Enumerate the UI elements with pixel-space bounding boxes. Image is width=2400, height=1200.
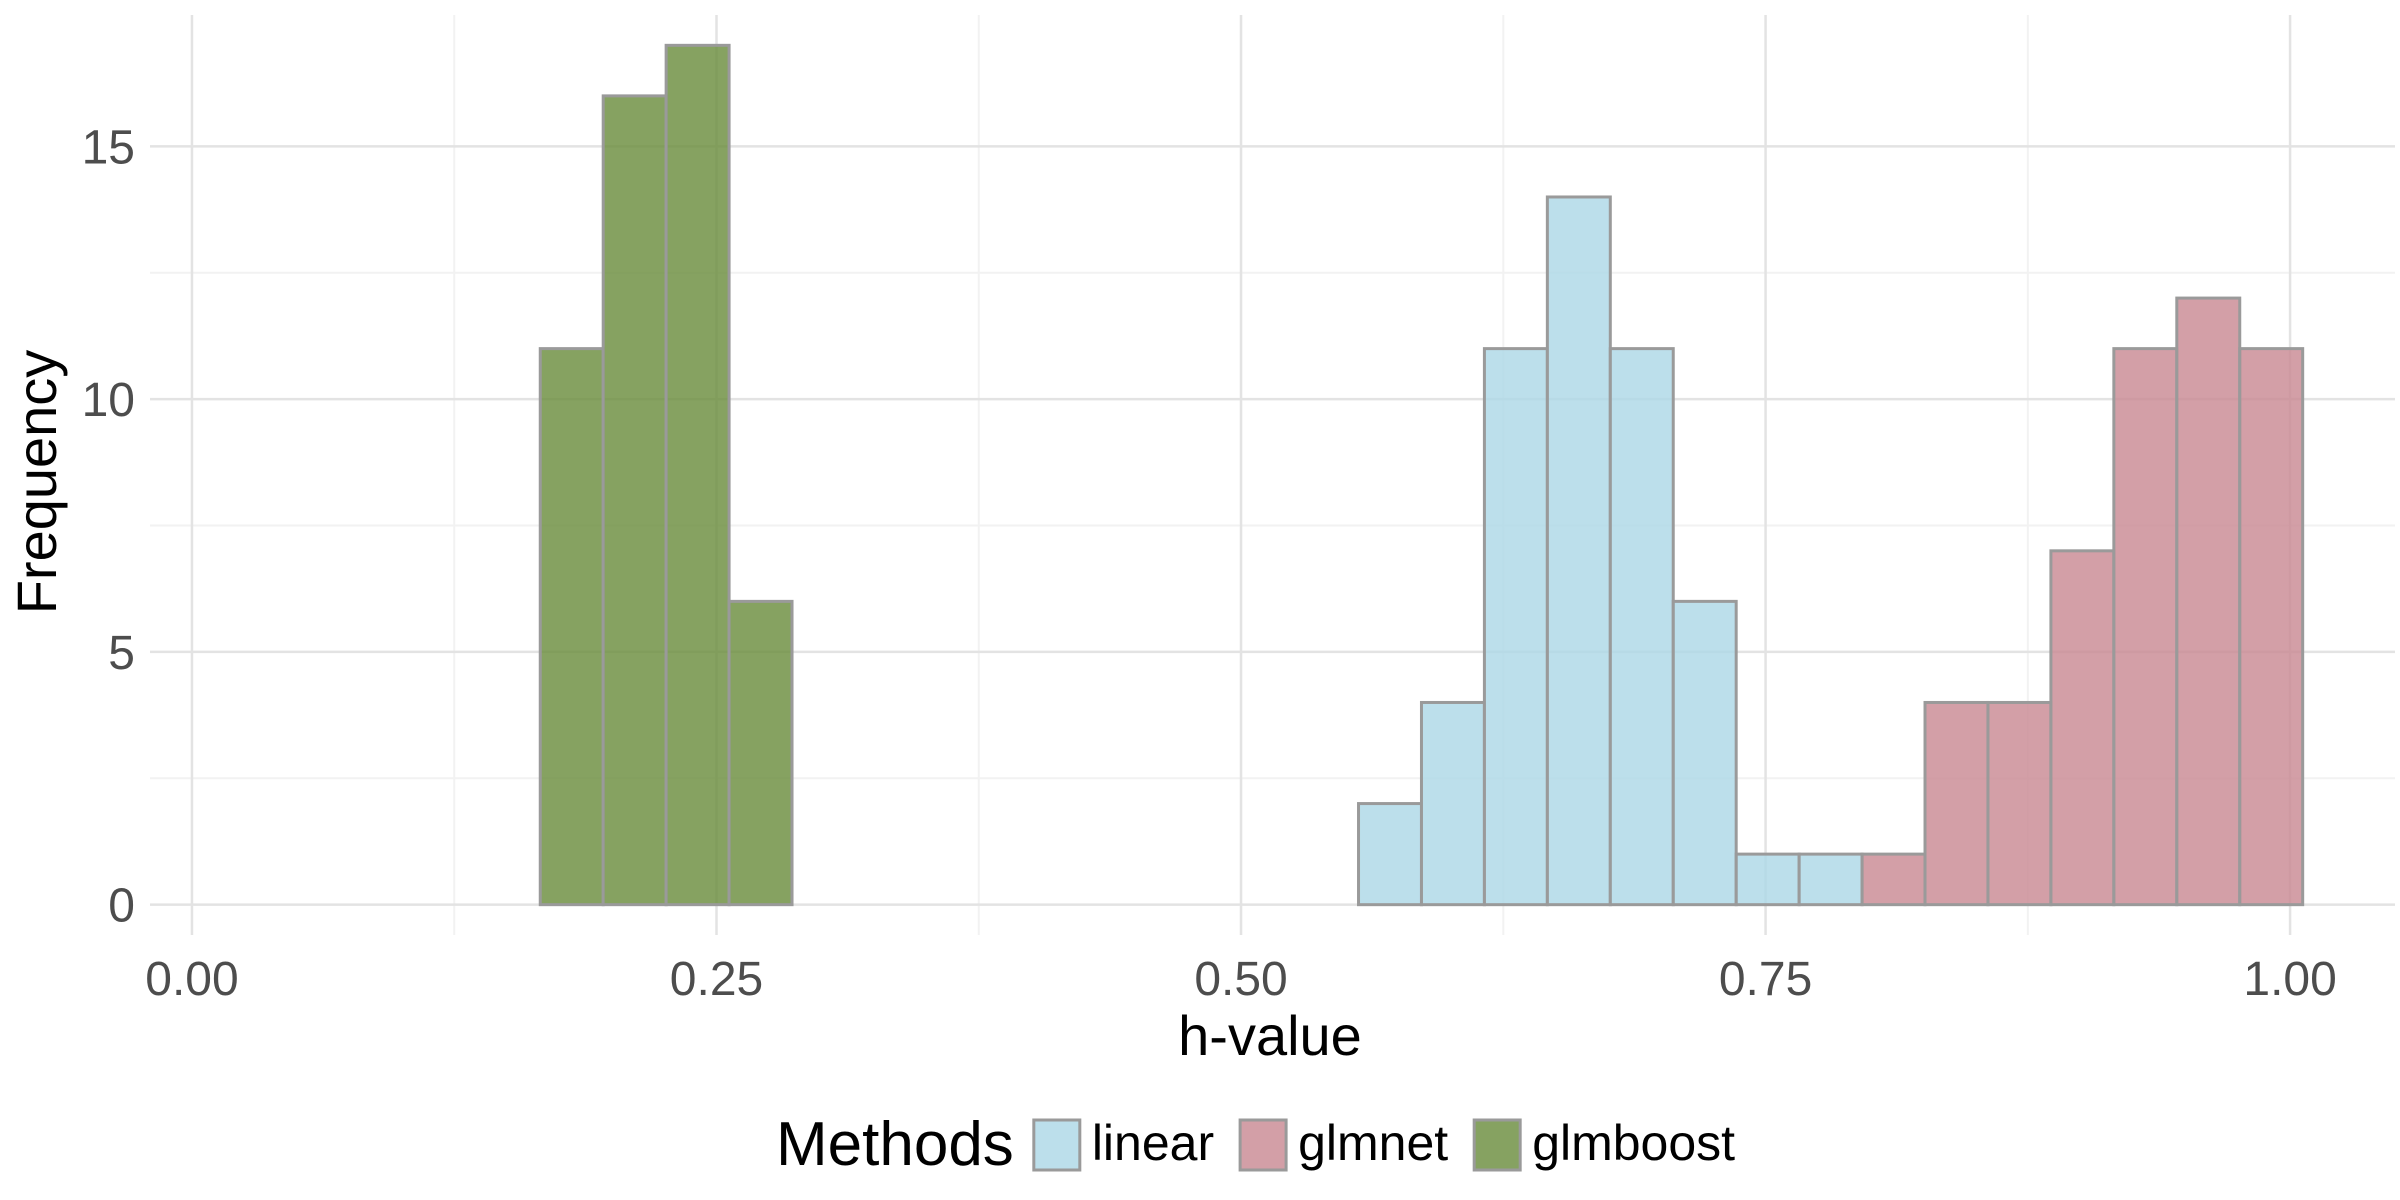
legend-key-glmnet <box>1238 1118 1288 1172</box>
bar-glmboost <box>727 599 794 907</box>
bar-glmboost <box>664 43 731 907</box>
y-tick-label: 15 <box>82 121 135 174</box>
bar-linear <box>1734 852 1801 907</box>
x-axis-title: h-value <box>1178 1004 1362 1067</box>
y-tick-label: 5 <box>108 627 135 680</box>
bar-glmnet <box>2112 347 2179 907</box>
bar-linear <box>1671 599 1738 907</box>
legend-key-linear <box>1032 1118 1082 1172</box>
x-axis-ticks: 0.00 0.25 0.50 0.75 1.00 <box>145 953 2337 1006</box>
y-tick-label: 10 <box>82 374 135 427</box>
bar-linear <box>1419 700 1486 907</box>
bar-glmboost <box>601 94 668 907</box>
x-tick-label: 0.25 <box>670 953 763 1006</box>
bar-glmnet <box>1860 852 1927 907</box>
legend-label-glmnet: glmnet <box>1298 1115 1448 1171</box>
bar-linear <box>1545 195 1612 907</box>
legend-label-linear: linear <box>1092 1115 1214 1171</box>
bar-glmnet <box>2049 549 2116 907</box>
bars <box>538 43 2305 907</box>
legend-label-glmboost: glmboost <box>1532 1115 1735 1171</box>
y-tick-label: 0 <box>108 880 135 933</box>
y-axis-title: Frequency <box>5 350 68 615</box>
x-tick-label: 0.50 <box>1194 953 1287 1006</box>
bar-linear <box>1357 802 1423 907</box>
bar-linear <box>1608 347 1675 907</box>
bar-glmnet <box>2238 347 2305 907</box>
bar-glmboost <box>538 347 605 907</box>
legend-key-glmboost <box>1472 1118 1522 1172</box>
x-tick-label: 0.00 <box>145 953 238 1006</box>
bar-linear <box>1482 347 1549 907</box>
bar-glmnet <box>2175 296 2242 907</box>
y-axis-ticks: 0 5 10 15 <box>82 121 135 932</box>
bar-linear <box>1797 852 1864 907</box>
x-tick-label: 1.00 <box>2243 953 2336 1006</box>
bar-glmnet <box>1923 700 1990 907</box>
legend: Methods linear glmnet glmboost <box>776 1110 1735 1179</box>
bar-glmnet <box>1986 700 2053 907</box>
legend-title: Methods <box>776 1110 1014 1179</box>
x-tick-label: 0.75 <box>1719 953 1812 1006</box>
